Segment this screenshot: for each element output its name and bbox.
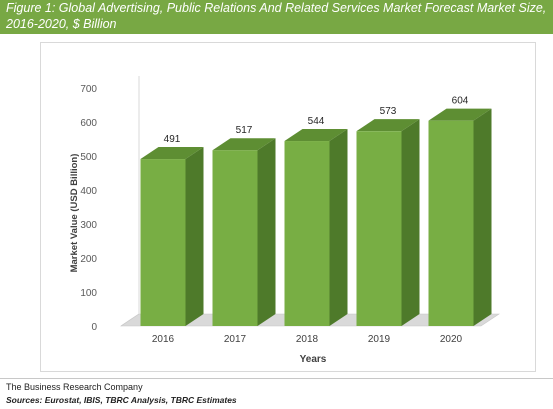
- bar-top: [212, 138, 276, 151]
- bar: [428, 120, 474, 326]
- bar-side: [473, 108, 492, 326]
- y-axis-title: Market Value (USD Billion): [69, 154, 80, 273]
- footer-company: The Business Research Company: [6, 382, 143, 392]
- title-band: Figure 1: Global Advertising, Public Rel…: [0, 0, 553, 34]
- x-tick-label: 2018: [296, 334, 319, 345]
- bar-side: [401, 119, 420, 327]
- footer: The Business Research Company Sources: E…: [0, 378, 553, 409]
- data-label: 604: [452, 96, 469, 107]
- bar-top: [356, 119, 420, 132]
- x-tick-label: 2019: [368, 334, 391, 345]
- bar-side: [185, 147, 204, 326]
- y-tick-label: 300: [80, 220, 97, 231]
- y-tick-label: 100: [80, 288, 97, 299]
- x-tick-label: 2020: [440, 334, 463, 345]
- bar-chart: 0 100 200 300 400 500 600 700 Market Value (USD …: [69, 76, 500, 365]
- y-tick-label: 0: [91, 322, 97, 333]
- y-tick-label: 600: [80, 118, 97, 129]
- x-tick-label: 2017: [224, 334, 247, 345]
- x-tick-label: 2016: [152, 334, 175, 345]
- bar: [356, 131, 402, 326]
- y-tick-label: 700: [80, 84, 97, 95]
- bar: [212, 150, 258, 326]
- y-tick-label: 500: [80, 152, 97, 163]
- data-label: 491: [164, 134, 181, 145]
- bar-top: [284, 129, 348, 142]
- data-label: 517: [236, 125, 253, 136]
- bar: [284, 141, 330, 326]
- back-wall-edge: [120, 76, 140, 327]
- y-tick-label: 200: [80, 254, 97, 265]
- chart-area: 0 100 200 300 400 500 600 700 Market Value (USD …: [40, 42, 536, 372]
- footer-sources: Sources: Eurostat, IBIS, TBRC Analysis, …: [6, 395, 237, 405]
- bar-side: [257, 138, 276, 326]
- bar-top: [428, 108, 492, 121]
- bar-top: [140, 147, 204, 160]
- x-axis-title: Years: [300, 354, 327, 365]
- bar-side: [329, 129, 348, 326]
- bar: [140, 159, 186, 326]
- data-label: 544: [308, 116, 325, 127]
- data-label: 573: [380, 106, 397, 117]
- chart-title: Figure 1: Global Advertising, Public Rel…: [6, 1, 547, 31]
- y-tick-label: 400: [80, 186, 97, 197]
